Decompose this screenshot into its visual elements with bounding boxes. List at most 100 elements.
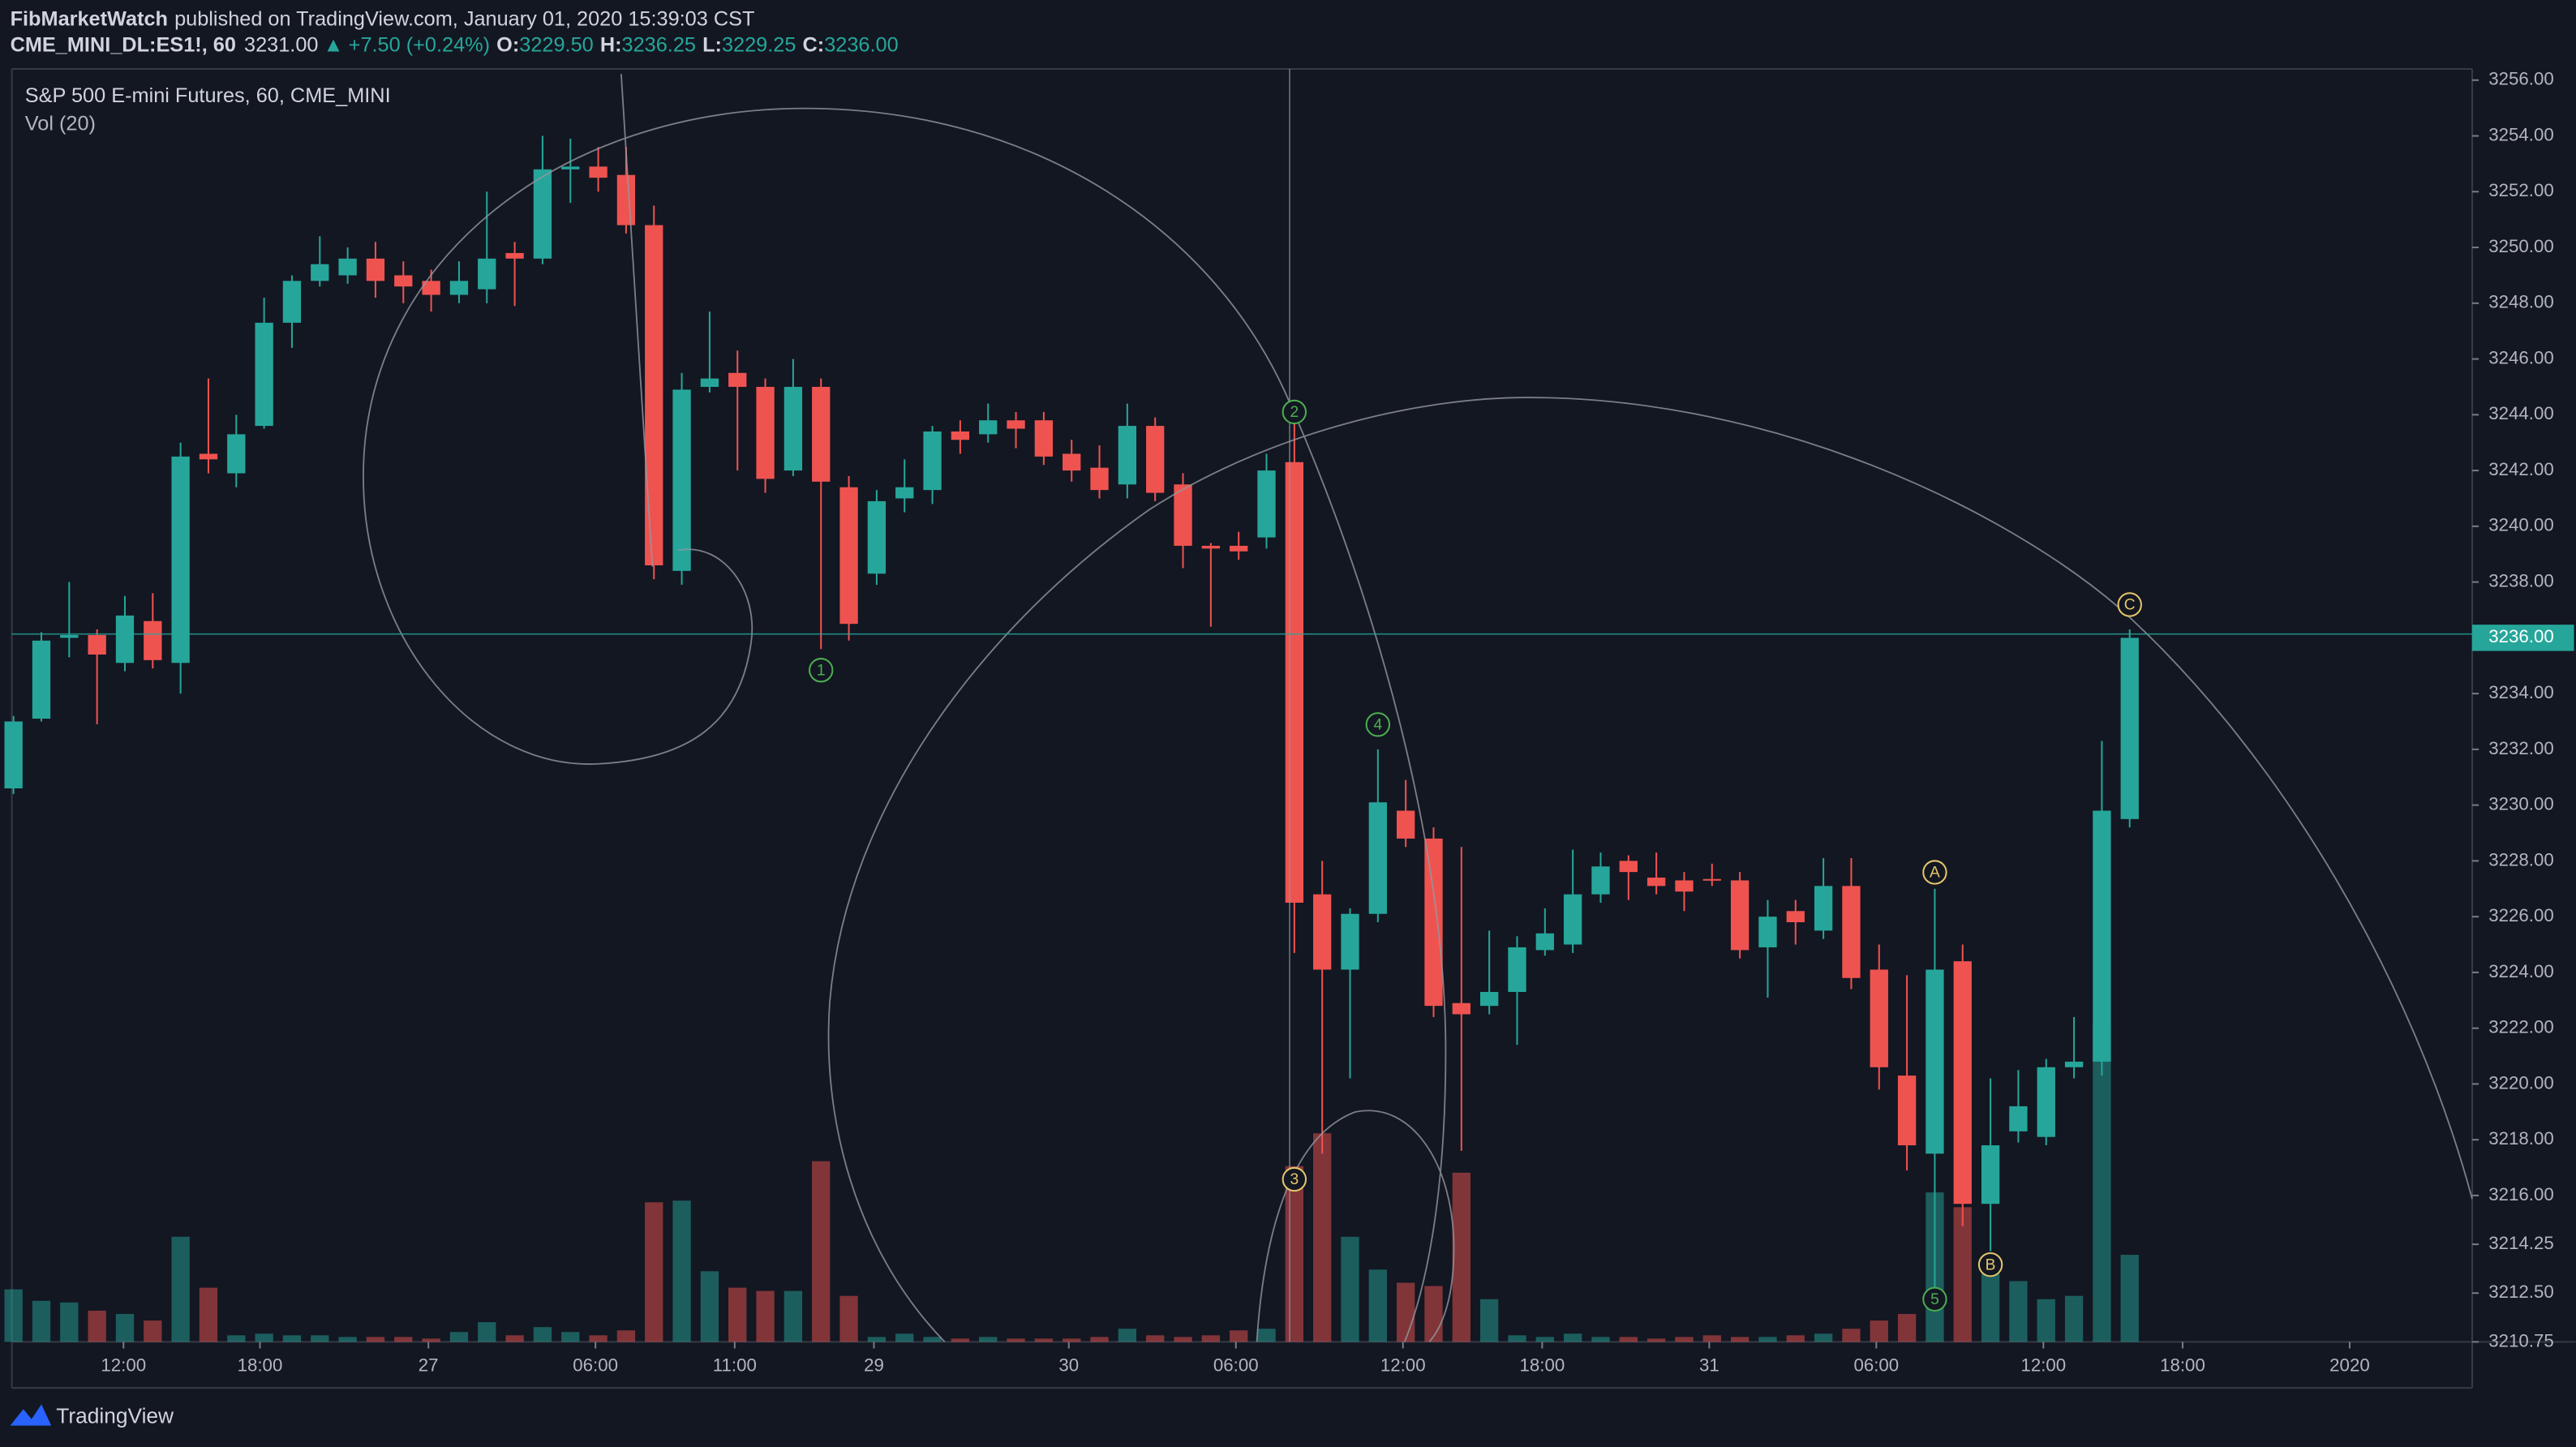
y-tick-label: 3228.00 [2488,849,2554,869]
y-tick-label: 3214.25 [2488,1233,2554,1253]
candle-body [784,386,803,471]
volume-bar [1646,1338,1666,1342]
header-line-1: FibMarketWatch published on TradingView.c… [11,7,755,30]
symbol: CME_MINI_DL:ES1!, 60 [11,33,236,56]
volume-bar [338,1337,357,1342]
h-label: H: [600,33,622,56]
volume-bar [32,1300,51,1342]
candle-body [728,372,747,387]
candle-body [478,258,496,290]
o-value: 3229.50 [519,33,593,56]
volume-bar [645,1202,663,1342]
volume-bar [1257,1329,1276,1342]
wave-label: A [1922,860,1947,885]
volume-bar [1981,1260,2000,1342]
candle-body [839,487,858,625]
volume-bar [144,1320,162,1342]
y-tick-label: 3210.75 [2488,1330,2554,1350]
x-tick-label: 27 [419,1355,439,1376]
x-tick-label: 18:00 [1520,1355,1565,1376]
x-tick-label: 12:00 [1380,1355,1426,1376]
candle-body [1174,484,1192,546]
published: published on TradingView.com, January 01… [174,7,754,30]
last: 3231.00 [244,33,318,56]
candle-body [867,500,887,574]
x-tick-label: 18:00 [2160,1355,2205,1376]
volume-bar [1397,1282,1415,1342]
candle-body [1508,947,1526,992]
volume-bar [1730,1337,1750,1342]
x-tick-label: 11:00 [713,1355,757,1376]
candle-body [1535,933,1554,951]
candle-body [1257,470,1276,538]
volume-bar [1007,1338,1025,1342]
candle-body [88,634,106,655]
wave-marker [1282,399,1307,425]
volume-bar [115,1313,135,1342]
candle-body [1424,838,1443,1007]
spiral-1 [363,107,1447,1342]
volume-bar [1953,1207,1972,1342]
candle-body [1675,880,1694,892]
wave-text: 5 [1930,1291,1939,1308]
volume-bar [1090,1337,1109,1342]
volume-bar [979,1337,998,1342]
volume-bar [1118,1329,1137,1342]
candle-body [1563,894,1582,945]
volume-bar [616,1330,636,1342]
volume-bar [478,1322,496,1342]
candle-body [227,434,246,474]
candle-body [1786,911,1805,923]
candle-body [561,166,580,170]
y-tick-label: 3222.00 [2488,1017,2554,1037]
c-value: 3236.00 [824,33,898,56]
volume-bar [1786,1335,1805,1342]
volume-bar [1814,1333,1833,1342]
volume-bar [171,1236,190,1342]
y-tick-label: 3246.00 [2488,347,2554,367]
y-tick-label: 3238.00 [2488,570,2554,590]
candle-body [1034,420,1054,457]
last-price-label: 3236.00 [2488,626,2554,646]
candle-body [1953,961,1972,1204]
volume-bar [2093,1024,2111,1342]
volume-bar [2064,1295,2084,1342]
y-tick-label: 3230.00 [2488,794,2554,814]
wave-marker [1365,712,1391,737]
candle-body [171,456,190,663]
candle-body [449,281,469,295]
candle-body [1201,545,1221,549]
volume-bar [1870,1320,1888,1342]
candle-body [756,386,775,479]
y-tick-label: 3240.00 [2488,515,2554,535]
y-tick-label: 3218.00 [2488,1128,2554,1149]
wave-text: 2 [1290,404,1299,421]
candle-body [1368,802,1387,914]
candle-body [1870,969,1888,1067]
fib-spirals [363,74,2473,1343]
volume-bar [1313,1133,1332,1342]
volume-bar [1452,1172,1470,1342]
volume-bar [1063,1338,1081,1342]
wave-label: 1 [809,658,834,683]
x-tick-label: 2020 [2329,1355,2370,1376]
spiral-3 [1256,1110,1455,1343]
x-tick-label: 31 [1699,1355,1719,1376]
candle-body [311,264,329,281]
wave-label: 3 [1282,1166,1307,1192]
volume-bar [282,1335,302,1342]
volume-bar [394,1337,413,1342]
x-tick-label: 18:00 [238,1355,283,1376]
wave-label: 2 [1282,399,1307,425]
candle-body [505,252,524,259]
change: +7.50 (+0.24%) [349,33,490,56]
candle-body [394,275,413,287]
wave-text: A [1930,865,1940,882]
author: FibMarketWatch [11,7,168,30]
candle-body [1758,917,1777,947]
spiral-2 [827,397,2473,1343]
volume-bar [1201,1335,1221,1342]
wave-label: 5 [1922,1286,1947,1312]
volume-bar [88,1310,106,1342]
volume-bar [923,1337,942,1342]
